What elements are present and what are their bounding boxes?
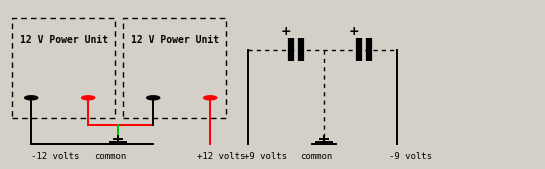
Text: 12 V Power Unit: 12 V Power Unit — [20, 35, 108, 45]
Bar — [123, 18, 226, 118]
Text: 12 V Power Unit: 12 V Power Unit — [131, 35, 219, 45]
Text: common: common — [300, 152, 332, 161]
Circle shape — [204, 96, 217, 100]
Text: +9 volts: +9 volts — [244, 152, 287, 161]
Circle shape — [147, 96, 160, 100]
Text: common: common — [94, 152, 126, 161]
Text: +: + — [348, 25, 359, 38]
Text: -9 volts: -9 volts — [389, 152, 432, 161]
Circle shape — [82, 96, 95, 100]
Text: +12 volts: +12 volts — [197, 152, 245, 161]
Text: -12 volts: -12 volts — [31, 152, 80, 161]
Bar — [12, 18, 115, 118]
Text: +: + — [281, 25, 292, 38]
Circle shape — [25, 96, 38, 100]
